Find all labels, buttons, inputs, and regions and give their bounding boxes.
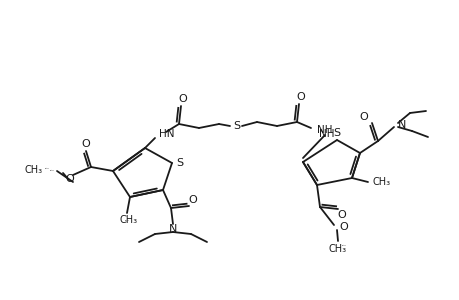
Text: O: O [337,210,346,220]
Text: N: N [168,224,177,234]
Text: O: O [359,112,368,122]
Text: CH₃: CH₃ [120,215,138,225]
Text: methyl: methyl [341,244,346,246]
Text: S: S [233,121,240,131]
Text: CH₃: CH₃ [25,165,43,175]
Text: NH: NH [318,129,334,139]
Text: CH₃: CH₃ [372,177,390,187]
Text: O: O [188,195,197,205]
Text: O: O [81,139,90,149]
Text: O: O [66,174,74,184]
Text: CH₃: CH₃ [328,244,346,254]
Text: S: S [176,158,183,168]
Text: O: O [178,94,187,104]
Text: HN: HN [159,129,174,139]
Text: N: N [397,120,405,130]
Text: methyl: methyl [124,219,129,220]
Text: S: S [333,128,340,138]
Text: methyl: methyl [50,169,55,171]
Text: O: O [338,222,347,232]
Text: NH: NH [316,125,332,135]
Text: methyl: methyl [45,167,50,169]
Text: O: O [296,92,305,102]
